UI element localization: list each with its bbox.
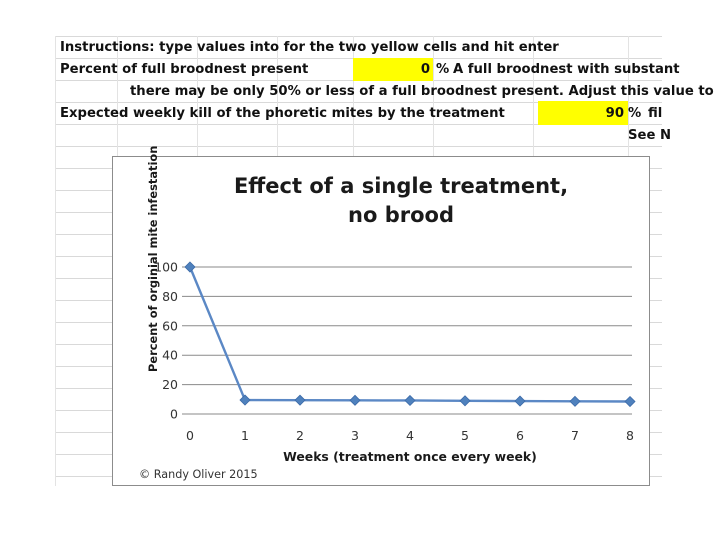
broodnest-explanation: there may be only 50% or less of a full …: [130, 84, 714, 99]
weekly-kill-note: fil: [648, 106, 663, 121]
see-note-text: See N: [628, 128, 672, 143]
sheet-row-line: [55, 146, 662, 147]
weekly-kill-input-cell[interactable]: [538, 101, 628, 125]
x-tick-label: 6: [516, 428, 524, 443]
x-tick-label: 8: [626, 428, 634, 443]
y-tick-label: 20: [162, 377, 178, 392]
data-point: [404, 394, 416, 407]
data-point: [184, 261, 196, 273]
y-tick-label: 0: [170, 407, 178, 422]
broodnest-label: Percent of full broodnest present: [60, 62, 309, 77]
weekly-kill-unit: %: [628, 106, 642, 121]
data-point: [349, 394, 361, 406]
sheet-row-line: [55, 36, 662, 37]
y-tick-label: 60: [162, 318, 178, 333]
x-tick-label: 3: [351, 428, 359, 443]
broodnest-note: A full broodnest with substant: [453, 62, 680, 77]
series-line: [188, 266, 631, 403]
x-tick-label: 7: [571, 428, 579, 443]
instructions-text: Instructions: type values into for the t…: [60, 40, 559, 55]
data-point: [459, 395, 471, 407]
chart-title-line-2: no brood: [348, 203, 454, 227]
x-tick-label: 2: [296, 428, 304, 443]
data-point: [239, 394, 251, 406]
data-point: [514, 395, 526, 407]
data-point: [569, 395, 581, 407]
x-tick-label: 4: [406, 428, 414, 443]
chart-area[interactable]: [112, 156, 650, 486]
x-axis-label: Weeks (treatment once every week): [283, 449, 537, 464]
y-tick-label: 40: [162, 348, 178, 363]
x-tick-label: 1: [241, 428, 249, 443]
y-tick-label: 80: [162, 289, 178, 304]
sheet-row-line: [55, 102, 662, 103]
data-point: [294, 394, 306, 406]
broodnest-input-cell[interactable]: [353, 58, 433, 81]
chart-title: Effect of a single treatment, no brood: [132, 172, 670, 230]
broodnest-value[interactable]: 0: [420, 62, 430, 77]
broodnest-unit: %: [436, 62, 450, 77]
weekly-kill-label: Expected weekly kill of the phoretic mit…: [60, 106, 505, 121]
data-point: [624, 395, 636, 408]
copyright-credit: © Randy Oliver 2015: [139, 468, 258, 481]
sheet-row-line: [55, 124, 662, 125]
sheet-column-line: [55, 36, 56, 486]
weekly-kill-value[interactable]: 90: [605, 106, 624, 121]
y-tick-label: 100: [154, 260, 178, 275]
x-tick-label: 5: [461, 428, 469, 443]
x-tick-label: 0: [186, 428, 194, 443]
chart-title-line-1: Effect of a single treatment,: [233, 174, 569, 198]
